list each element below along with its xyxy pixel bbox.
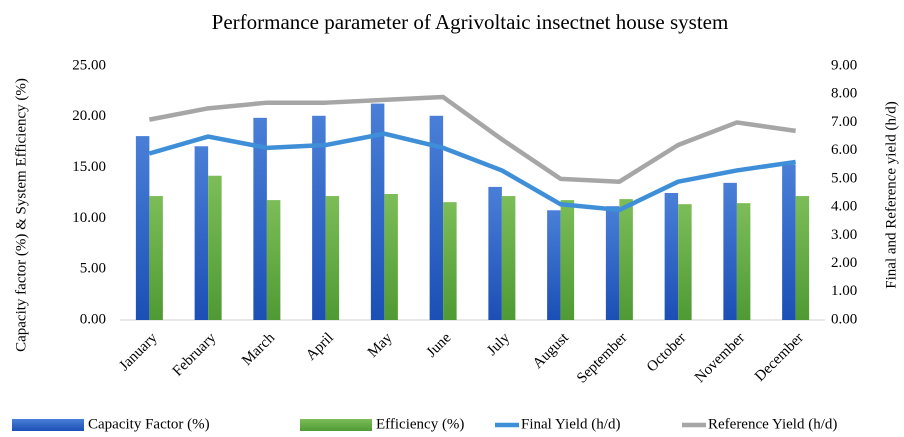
bar [312, 115, 326, 320]
y-tick-label: 0.00 [80, 311, 106, 327]
y2-tick-label: 1.00 [831, 283, 857, 299]
x-tick-label: September [574, 330, 631, 387]
line [148, 94, 796, 184]
bar [488, 186, 502, 320]
x-tick-label: December [752, 330, 807, 385]
bar [560, 200, 575, 320]
x-tick-label: October [644, 330, 689, 375]
legend-swatch [300, 419, 372, 431]
chart-title: Performance parameter of Agrivoltaic ins… [212, 10, 729, 34]
bar [619, 199, 633, 320]
y2-tick-label: 3.00 [831, 227, 857, 243]
bar [135, 136, 150, 320]
y2-tick-label: 7.00 [831, 114, 857, 130]
y2-axis-title: Final and Reference yield (h/d) [883, 101, 899, 288]
bar [547, 210, 561, 320]
x-tick-label: November [692, 330, 748, 386]
bar [253, 117, 267, 320]
y2-tick-label: 2.00 [831, 255, 857, 271]
legend-label: Efficiency (%) [376, 416, 464, 432]
bar [782, 164, 796, 320]
y-tick-label: 10.00 [72, 210, 106, 226]
y2-tick-label: 8.00 [831, 86, 857, 102]
y2-tick-label: 9.00 [831, 57, 857, 73]
bar [664, 193, 679, 320]
y2-tick-label: 4.00 [831, 199, 857, 215]
bar [429, 115, 444, 320]
x-tick-label: February [170, 330, 220, 380]
bar [795, 196, 810, 320]
bar [736, 203, 751, 320]
legend-label: Capacity Factor (%) [88, 416, 210, 432]
legend-swatch [12, 419, 84, 431]
x-tick-label: March [239, 330, 278, 369]
y-tick-label: 25.00 [72, 57, 106, 73]
x-tick-label: April [303, 330, 337, 364]
bar [149, 196, 163, 320]
bar [443, 202, 457, 320]
y-tick-label: 20.00 [72, 108, 106, 124]
y2-tick-label: 0.00 [831, 311, 857, 327]
legend-label: Final Yield (h/d) [521, 416, 620, 432]
bar [194, 146, 209, 320]
y2-tick-label: 5.00 [831, 170, 857, 186]
y-axis-title: Capacity factor (%) & System Efficiency … [13, 78, 29, 352]
line [148, 131, 796, 213]
bar [605, 206, 620, 320]
bar [208, 175, 222, 320]
bar [678, 204, 692, 320]
bar [501, 196, 516, 320]
bar [723, 182, 737, 320]
bar [266, 200, 281, 320]
x-tick-label: January [116, 330, 161, 375]
y-tick-label: 5.00 [80, 261, 106, 277]
x-tick-label: May [365, 330, 396, 361]
x-tick-label: July [484, 330, 513, 359]
x-tick-label: August [530, 329, 573, 372]
bar [325, 196, 340, 320]
x-tick-label: June [424, 330, 455, 361]
legend-label: Reference Yield (h/d) [708, 416, 837, 432]
y2-tick-label: 6.00 [831, 142, 857, 158]
y-tick-label: 15.00 [72, 159, 106, 175]
bar [370, 103, 385, 320]
bar [384, 194, 398, 320]
